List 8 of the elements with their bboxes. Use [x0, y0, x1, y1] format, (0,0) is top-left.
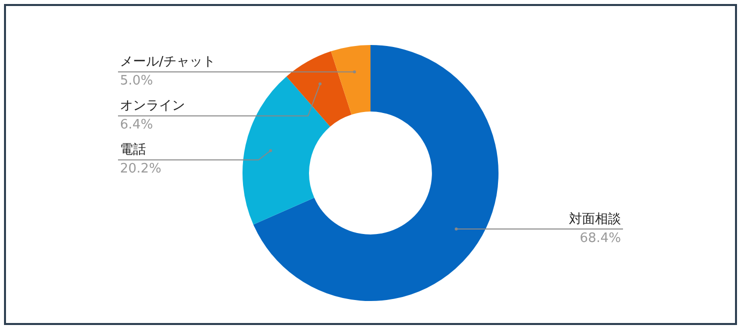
data-label: 6.4%: [120, 118, 154, 133]
slice-label: 対面相談: [569, 210, 621, 227]
data-label: 20.2%: [120, 162, 162, 177]
slice-label: オンライン: [120, 98, 185, 114]
data-label: 5.0%: [120, 74, 154, 89]
slice-label: 電話: [120, 142, 146, 158]
slice-label: メール/チャット: [120, 54, 216, 70]
data-label: 68.4%: [580, 230, 621, 246]
